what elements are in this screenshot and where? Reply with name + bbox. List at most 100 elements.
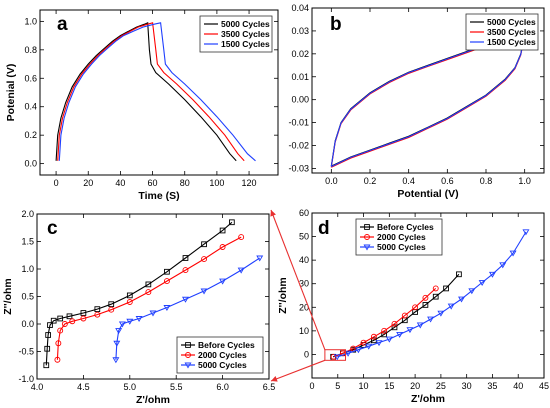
series-1-marker [94,311,101,318]
series-2-marker [135,316,143,322]
y-tick-label: 0.0 [21,319,34,329]
y-tick-label: 0.8 [24,45,37,55]
series-0-marker [43,362,50,369]
series-0-marker [422,302,429,308]
y-tick-label: 0.0 [24,159,37,169]
x-tick-label: 5.5 [170,382,183,392]
panel-d-frame [311,212,545,379]
series-0-marker [50,317,57,324]
legend-label: 5000 Cycles [377,242,426,252]
series-2-marker [375,340,383,347]
y-tick-label: 0.4 [24,102,37,112]
legend-2-marker [184,362,192,369]
x-tick-label: 20 [83,178,93,188]
x-tick-label: 30 [462,381,472,391]
y-axis-label: Potenial (V) [5,64,17,122]
series-2-marker [333,354,341,361]
series-0-marker [108,301,115,308]
x-tick-label: 35 [487,381,497,391]
series-2-marker [488,271,496,278]
x-axis-label: Potential (V) [397,188,458,200]
series-2-marker [427,316,435,323]
x-tick-label: 0.8 [480,176,493,186]
x-tick-label: 1.0 [518,176,531,186]
x-axis-label: Z'/ohm [136,394,170,406]
y-tick-label: 1.0 [21,264,34,274]
series-1-marker [370,333,377,340]
series-1-marker [55,340,62,347]
series-1-marker [401,312,408,319]
series-2-marker [344,350,352,357]
series-1-marker [238,234,245,241]
legend-label: 1500 Cycles [487,37,536,47]
series-0-marker [391,324,398,331]
series-2-marker [437,310,445,317]
series-line-2 [337,231,527,358]
series-0-marker [45,332,51,338]
x-tick-label: 40 [115,178,125,188]
zoom-arrow-line [270,359,326,382]
series-line-0 [55,21,237,162]
legend-label: 2000 Cycles [377,232,426,242]
x-tick-label: 0.6 [441,176,454,186]
series-2-marker [365,343,373,350]
y-tick-label: 0.02 [291,49,309,59]
series-2-marker [478,280,486,287]
series-0-marker [443,285,449,292]
y-tick-label: 0.04 [291,3,309,13]
y-tick-label: 0 [304,349,309,359]
x-tick-label: 5 [335,381,340,391]
series-line-2 [115,257,261,360]
y-tick-label: -1.0 [18,374,34,384]
series-1-marker [381,327,388,334]
y-tick-label: 10 [299,326,309,336]
series-2-marker [256,255,264,262]
series-1-marker [201,256,207,263]
series-0-marker [381,331,388,338]
series-2-marker [113,340,121,347]
x-tick-label: 0.4 [402,176,415,186]
series-2-marker [149,310,157,317]
x-tick-label: 80 [180,178,190,188]
x-tick-label: 4.0 [31,382,44,392]
series-0-marker [126,292,133,299]
series-0-marker [456,271,462,278]
panel-d: 0 5 10 15 20 25 30 35 40 45 0 10 20 30 40 50 60 Z'/ohm Z''… [277,208,549,405]
series-0-marker [80,310,87,316]
series-1-marker [163,278,170,285]
series-0-marker [219,227,226,234]
panel-b-frame [311,7,545,174]
zoom-arrow-head [270,210,276,217]
y-axis-label: Z''/ohm [2,278,14,315]
y-tick-label: 40 [299,255,309,265]
x-tick-label: 0.2 [364,176,377,186]
series-2-marker [354,347,362,354]
legend-label: 5000 Cycles [221,19,270,29]
y-tick-label: 20 [299,302,309,312]
legend-0-marker [364,224,370,230]
series-0-marker [182,255,189,261]
x-tick-label: 4.5 [77,382,90,392]
series-line-0 [330,32,526,167]
series-2-marker [219,278,227,285]
series-0-marker [164,268,170,275]
panel-label: d [318,218,330,239]
y-tick-label: 50 [299,232,309,242]
y-tick-label: 0.2 [24,130,37,140]
series-1-marker [360,339,367,346]
zoom-box [324,349,347,361]
y-tick-label: 0.03 [291,26,309,36]
x-tick-label: 10 [359,381,369,391]
legend-0-marker [185,342,191,348]
series-1-marker [391,320,398,327]
series-2-marker [396,331,404,338]
series-1-marker [145,289,152,296]
series-line-1 [333,287,437,358]
legend-1-marker [364,234,370,240]
x-tick-label: 20 [410,381,420,391]
